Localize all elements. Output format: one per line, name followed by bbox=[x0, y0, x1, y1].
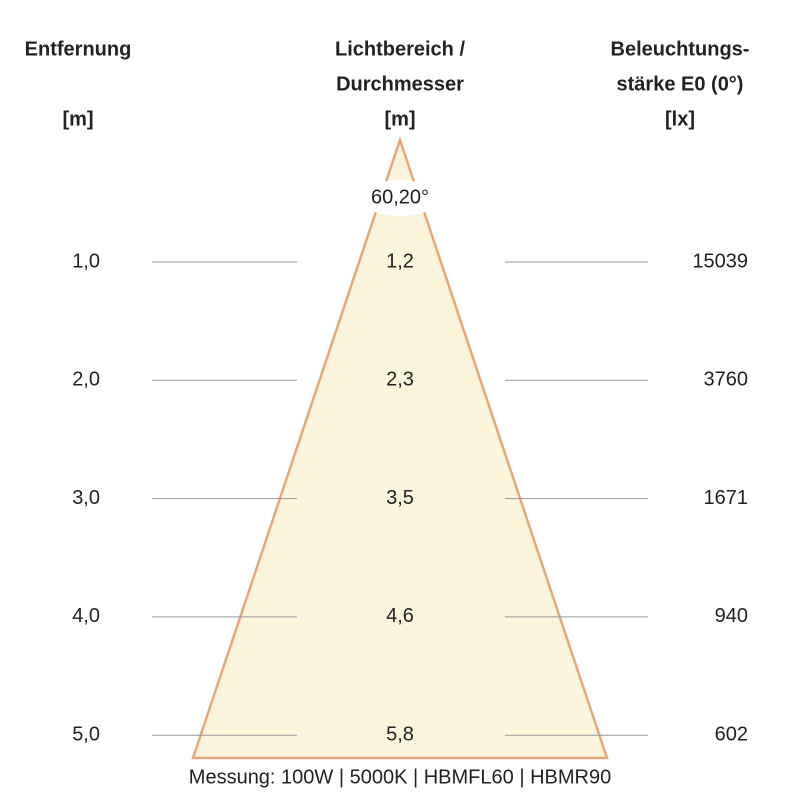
column-header: [m] bbox=[384, 108, 415, 130]
column-header: Durchmesser bbox=[336, 73, 464, 95]
distance: 2,0 bbox=[72, 369, 100, 391]
diameter: 5,8 bbox=[386, 723, 414, 745]
angle-label: 60,20° bbox=[371, 186, 429, 208]
distance: 3,0 bbox=[72, 487, 100, 509]
illuminance: 602 bbox=[715, 723, 748, 745]
column-header: Entfernung bbox=[25, 38, 132, 60]
distance: 1,0 bbox=[72, 250, 100, 272]
diameter: 1,2 bbox=[386, 250, 414, 272]
column-header: stärke E0 (0°) bbox=[617, 73, 744, 95]
diameter: 3,5 bbox=[386, 487, 414, 509]
diameter: 2,3 bbox=[386, 369, 414, 391]
angle-badge bbox=[360, 180, 440, 216]
light-cone bbox=[191, 136, 609, 760]
illuminance: 940 bbox=[715, 605, 748, 627]
column-header: [lx] bbox=[665, 108, 695, 130]
diameter: 4,6 bbox=[386, 605, 414, 627]
column-header: Lichtbereich / bbox=[335, 38, 465, 60]
illuminance: 3760 bbox=[704, 369, 749, 391]
footer: Messung: 100W | 5000K | HBMFL60 | HBMR90 bbox=[189, 766, 611, 788]
illuminance: 1671 bbox=[704, 487, 749, 509]
illuminance: 15039 bbox=[692, 250, 748, 272]
column-header: [m] bbox=[62, 108, 93, 130]
distance: 5,0 bbox=[72, 723, 100, 745]
column-header: Beleuchtungs- bbox=[611, 38, 750, 60]
distance: 4,0 bbox=[72, 605, 100, 627]
